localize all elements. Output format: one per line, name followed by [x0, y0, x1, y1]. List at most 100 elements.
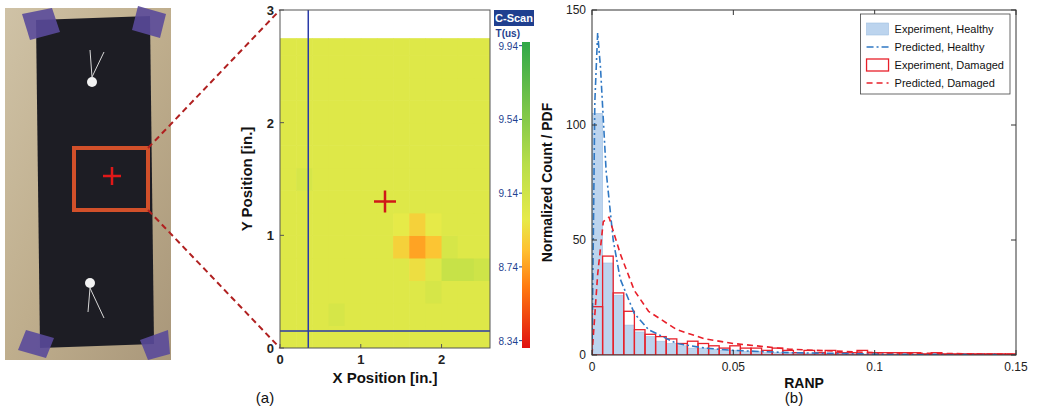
y-tick-label: 3 — [267, 3, 274, 18]
map-cell — [312, 190, 329, 213]
histogram-bar — [613, 293, 624, 355]
map-cell — [425, 145, 442, 168]
plot-data — [592, 33, 1016, 355]
map-cell — [458, 38, 475, 56]
map-cell — [442, 235, 459, 258]
y-tick — [1011, 355, 1016, 356]
x-tick — [592, 10, 593, 15]
map-cell — [328, 190, 345, 213]
map-cell — [328, 168, 345, 191]
histogram-bar — [709, 346, 720, 355]
map-cell — [409, 145, 426, 168]
tape — [132, 6, 166, 38]
map-cell — [280, 280, 297, 303]
plot-frame — [592, 10, 1016, 355]
map-cell — [361, 38, 378, 56]
y-tick — [592, 355, 597, 356]
map-cell — [345, 258, 362, 281]
map-cell — [393, 100, 410, 123]
map-cell — [280, 213, 297, 236]
plate — [36, 16, 154, 348]
map-background — [280, 10, 490, 348]
histogram-bar — [613, 295, 624, 355]
map-cell — [377, 235, 394, 258]
x-tick-label: 0 — [589, 360, 596, 374]
map-cell — [361, 55, 378, 78]
histogram-bar — [656, 341, 667, 355]
map-cell — [280, 190, 297, 213]
pdf-line — [592, 217, 1016, 355]
map-cell — [458, 145, 475, 168]
map-cell — [328, 280, 345, 303]
map-cell — [280, 38, 297, 56]
map-cell — [312, 325, 329, 348]
map-cell — [474, 258, 490, 281]
map-cell — [474, 123, 490, 146]
map-cell — [361, 280, 378, 303]
map-cell — [328, 303, 345, 326]
legend-label: Predicted, Healthy — [895, 41, 985, 53]
map-cell — [377, 55, 394, 78]
map-cell — [393, 303, 410, 326]
map-cell — [345, 190, 362, 213]
map-cell — [328, 78, 345, 101]
map-cell — [280, 123, 297, 146]
map-cell — [296, 123, 313, 146]
histogram-bar — [634, 332, 645, 355]
map-cell — [312, 78, 329, 101]
x-tick-label: 0.15 — [1004, 360, 1028, 374]
map-cell — [312, 303, 329, 326]
map-cell — [442, 38, 459, 56]
map-cell — [345, 100, 362, 123]
map-cell — [312, 258, 329, 281]
x-tick — [441, 344, 442, 348]
colorbar-tick — [519, 266, 522, 267]
map-cell — [280, 325, 297, 348]
map-cell — [312, 145, 329, 168]
map-cell — [280, 303, 297, 326]
map-cell — [345, 213, 362, 236]
colorbar-label: T(us) — [496, 28, 520, 39]
map-cell — [328, 235, 345, 258]
y-tick-label: 0 — [579, 348, 586, 362]
sensor — [87, 77, 97, 87]
colorbar-tick-label: 9.94 — [499, 41, 519, 52]
map-cell — [458, 123, 475, 146]
map-cell — [409, 78, 426, 101]
map-cell — [280, 78, 297, 101]
y-tick — [592, 240, 597, 241]
map-cell — [442, 78, 459, 101]
map-cell — [296, 145, 313, 168]
map-cell — [377, 280, 394, 303]
map-cell — [474, 145, 490, 168]
map-cell — [361, 78, 378, 101]
histogram-bar — [634, 330, 645, 355]
colorbar-tick — [519, 340, 522, 341]
map-cell — [442, 100, 459, 123]
y-tick — [1011, 125, 1016, 126]
map-cell — [409, 38, 426, 56]
x-tick-label: 2 — [438, 352, 445, 367]
map-cell — [474, 55, 490, 78]
y-axis-title: Y Position [in.] — [238, 127, 255, 232]
map-cell — [425, 280, 442, 303]
map-cell — [345, 168, 362, 191]
specimen-photo — [5, 6, 171, 360]
pdf-line — [592, 33, 1016, 355]
histogram-bar — [719, 350, 730, 355]
map-cell — [442, 325, 459, 348]
map-cell — [393, 325, 410, 348]
map-cell — [296, 190, 313, 213]
map-cell — [425, 78, 442, 101]
map-cell — [345, 38, 362, 56]
colorbar-tick — [519, 45, 522, 46]
map-cell — [377, 145, 394, 168]
colorbar-header — [494, 10, 534, 26]
map-cell — [328, 213, 345, 236]
histogram-bar — [624, 325, 635, 355]
map-cell — [474, 38, 490, 56]
map-cell — [458, 213, 475, 236]
map-cell — [393, 38, 410, 56]
map-cell — [345, 78, 362, 101]
map-cell — [425, 168, 442, 191]
